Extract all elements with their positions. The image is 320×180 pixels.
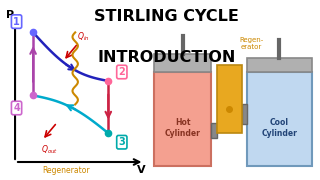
Text: P: P [6,10,14,20]
Text: 1: 1 [13,17,20,27]
Bar [247,72,312,166]
Text: Cool
Cylinder: Cool Cylinder [261,118,297,138]
Bar [242,104,247,124]
Text: Hot
Cylinder: Hot Cylinder [165,118,201,138]
Text: INTRODUCTION: INTRODUCTION [97,50,236,65]
Text: 3: 3 [118,137,125,147]
Bar [154,54,212,72]
Text: V: V [137,165,146,175]
Bar [217,65,242,133]
Text: 4: 4 [13,103,20,113]
Bar [154,72,212,166]
Bar [212,123,217,138]
Bar [247,58,312,72]
Text: STIRLING CYCLE: STIRLING CYCLE [94,9,239,24]
Text: $Q_{out}$: $Q_{out}$ [41,144,58,156]
Text: 2: 2 [118,67,125,77]
Text: $Q_{in}$: $Q_{in}$ [77,31,89,43]
Text: Regen-
erator: Regen- erator [239,37,263,50]
Text: Regenerator: Regenerator [42,166,90,175]
